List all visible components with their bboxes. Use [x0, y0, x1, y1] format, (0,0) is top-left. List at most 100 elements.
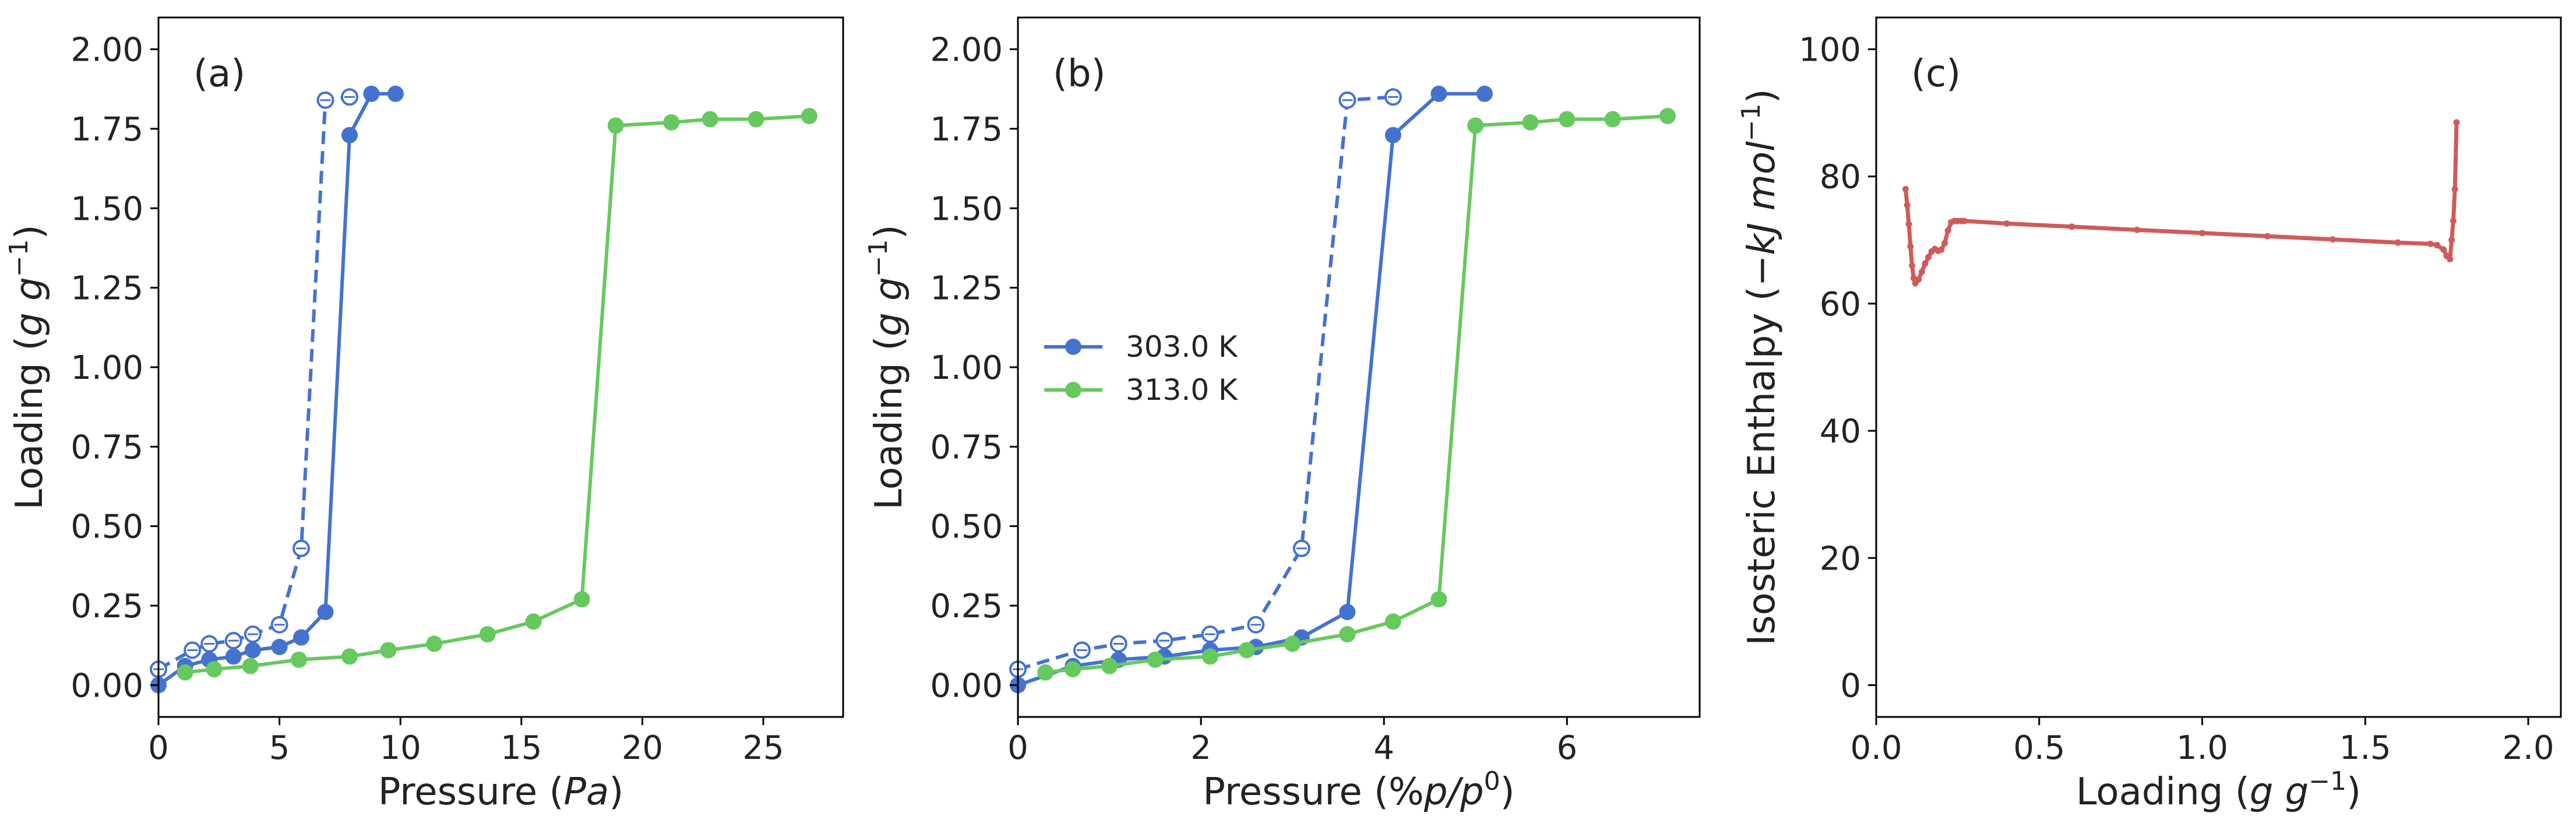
data-point: [242, 657, 259, 674]
data-point: [479, 626, 496, 643]
data-point: [1909, 262, 1916, 269]
y-axis-label-part: Isosteric Enthalpy (: [1740, 286, 1784, 645]
y-tick-label: 0.00: [930, 667, 1003, 705]
data-point: [1430, 85, 1447, 102]
y-axis-label: Loading (g g−1): [4, 224, 52, 509]
y-tick-label: 2.00: [930, 31, 1003, 69]
legend-marker: [1065, 382, 1081, 398]
y-tick-label: 0.50: [71, 508, 143, 546]
y-tick-label: 2.00: [71, 31, 143, 69]
x-tick-label: 2.0: [2503, 729, 2554, 767]
x-axis-label-part: 0: [1484, 766, 1500, 796]
x-tick-label: 10: [380, 729, 421, 767]
x-axis-label: Pressure (%p/p0): [1203, 766, 1514, 814]
panel-label: (a): [193, 52, 245, 96]
data-point: [1559, 111, 1576, 128]
y-tick-label: 1.25: [71, 270, 143, 308]
data-point: [293, 629, 309, 646]
data-point: [1339, 604, 1356, 620]
data-point: [244, 642, 261, 659]
data-point: [2450, 217, 2457, 224]
y-tick-label: 0.75: [930, 428, 1003, 466]
data-point: [2329, 236, 2336, 243]
data-point: [1339, 626, 1356, 643]
x-tick-label: 25: [742, 729, 784, 767]
x-axis-label-part: ): [1500, 771, 1515, 814]
data-point: [271, 639, 288, 655]
data-point: [1604, 111, 1621, 128]
y-tick-label: 1.25: [930, 270, 1003, 308]
data-point: [1384, 613, 1401, 630]
y-axis-label-part: −1: [1736, 103, 1766, 141]
data-point: [1910, 275, 1917, 282]
y-tick-label: 0.00: [71, 667, 143, 705]
data-point: [1065, 661, 1081, 678]
x-tick-label: 0.5: [2013, 729, 2065, 767]
y-tick-label: 80: [1820, 159, 1861, 196]
axes-frame: [1875, 16, 2562, 718]
x-tick-label: 0.0: [1850, 729, 1902, 767]
data-point: [2394, 239, 2401, 246]
x-tick-label: 20: [622, 729, 663, 767]
data-point: [1659, 108, 1676, 125]
y-tick-label: 20: [1820, 540, 1861, 578]
y-tick-label: 0: [1840, 667, 1861, 705]
data-point: [1904, 202, 1911, 209]
series-313-0-k: [177, 108, 817, 681]
legend-label: 313.0 K: [1126, 373, 1238, 407]
data-point: [2003, 220, 2010, 227]
panel-b: 0 2 4 6 0.00 0.25 0.50 0.75 1.00 1.25 1.50 1.75 2.00…: [864, 16, 1701, 814]
y-axis-label-part: −1: [864, 239, 893, 277]
y-axis-label-part: Loading (: [868, 336, 911, 510]
data-point: [1101, 657, 1118, 674]
data-point: [1476, 85, 1493, 102]
data-point: [317, 604, 334, 620]
data-point: [1430, 591, 1447, 608]
y-tick-label: 1.75: [930, 111, 1003, 149]
x-axis-label-part: ): [609, 771, 623, 814]
x-tick-label: 0: [1007, 729, 1028, 767]
data-point: [1037, 664, 1054, 681]
x-tick-label: 2: [1190, 729, 1211, 767]
legend-label: 303.0 K: [1126, 330, 1238, 364]
y-axis-label-part: −1: [4, 239, 34, 277]
data-point: [2433, 242, 2440, 249]
y-axis-label-part: −kJ mol: [1740, 141, 1784, 286]
data-point: [2447, 256, 2454, 263]
data-point: [607, 117, 624, 134]
panel-label: (c): [1911, 52, 1961, 96]
y-tick-label: 0.25: [71, 588, 143, 625]
legend: 303.0 K 313.0 K: [1044, 330, 1238, 407]
x-axis-label-part: Pressure (%: [1203, 771, 1423, 814]
y-tick-label: 1.00: [71, 349, 143, 387]
series-line: [185, 114, 810, 674]
y-tick-label: 0.25: [930, 588, 1003, 625]
y-axis-label-part: Loading (: [8, 336, 51, 510]
y-tick-label: 1.50: [71, 190, 143, 228]
data-point: [1941, 240, 1948, 247]
x-axis-label-part: ): [2346, 771, 2361, 814]
y-axis-label-part: g g: [8, 277, 51, 336]
y-tick-label: 0.50: [930, 508, 1003, 546]
series-303-0-k-desorption: [150, 88, 359, 678]
y-tick-label: 100: [1799, 31, 1861, 69]
data-point: [2448, 237, 2455, 244]
data-point: [1922, 260, 1929, 267]
axes-frame: [1017, 16, 1701, 718]
series-line: [157, 92, 396, 687]
data-point: [1944, 227, 1951, 234]
legend-marker: [1065, 339, 1081, 355]
data-point: [1238, 642, 1255, 659]
series-enthalpy: [1902, 119, 2460, 287]
series-line: [157, 95, 350, 671]
x-axis-label: Loading (g g−1): [2076, 766, 2361, 814]
data-point: [2440, 246, 2447, 253]
data-point: [1284, 635, 1301, 652]
y-tick-label: 1.50: [930, 190, 1003, 228]
data-point: [177, 664, 193, 681]
series-line: [1903, 122, 2459, 286]
y-axis-label-part: ): [8, 224, 51, 239]
data-point: [387, 85, 404, 102]
data-point: [1201, 648, 1218, 665]
panel-label: (b): [1053, 52, 1106, 96]
